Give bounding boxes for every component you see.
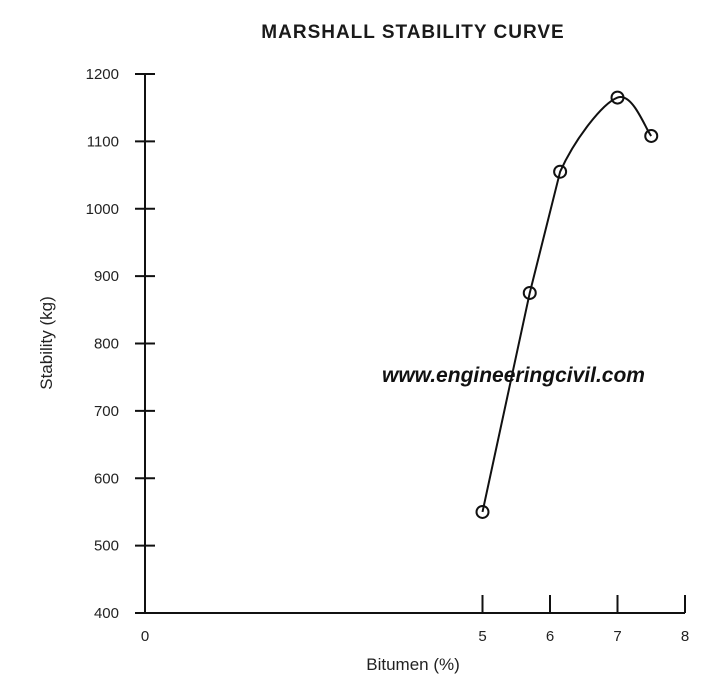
x-ticks: 0 5 6 7 8 [141,595,689,645]
x-tick-label: 7 [613,628,621,645]
y-tick-label: 900 [94,268,119,285]
x-axis-title: Bitumen (%) [366,655,460,674]
series-stability [475,90,659,519]
data-point-marker [475,504,490,519]
stability-curve-line [481,96,653,513]
y-tick-label: 500 [94,538,119,555]
x-tick-label: 6 [546,628,554,645]
y-tick-label: 1100 [87,133,119,150]
x-tick-label: 0 [141,628,149,645]
x-tick-label: 5 [478,628,486,645]
y-tick-label: 800 [94,336,119,353]
data-point-marker [610,90,625,105]
data-point-marker [644,128,659,143]
y-axis-title: Stability (kg) [37,296,56,390]
x-tick-label: 8 [681,628,689,645]
watermark-annotation: www.engineeringcivil.com [382,364,645,387]
data-point-marker [553,164,568,179]
data-point-marker [522,285,537,300]
y-ticks: 400 500 600 700 800 900 1000 1100 1200 [86,66,155,622]
axes [144,74,685,614]
data-markers [475,90,659,519]
y-tick-label: 400 [94,605,119,622]
chart-title: MARSHALL STABILITY CURVE [261,22,564,43]
y-tick-label: 700 [94,403,119,420]
y-tick-label: 1200 [86,66,119,83]
y-tick-label: 600 [94,470,119,487]
y-tick-label: 1000 [86,201,119,218]
